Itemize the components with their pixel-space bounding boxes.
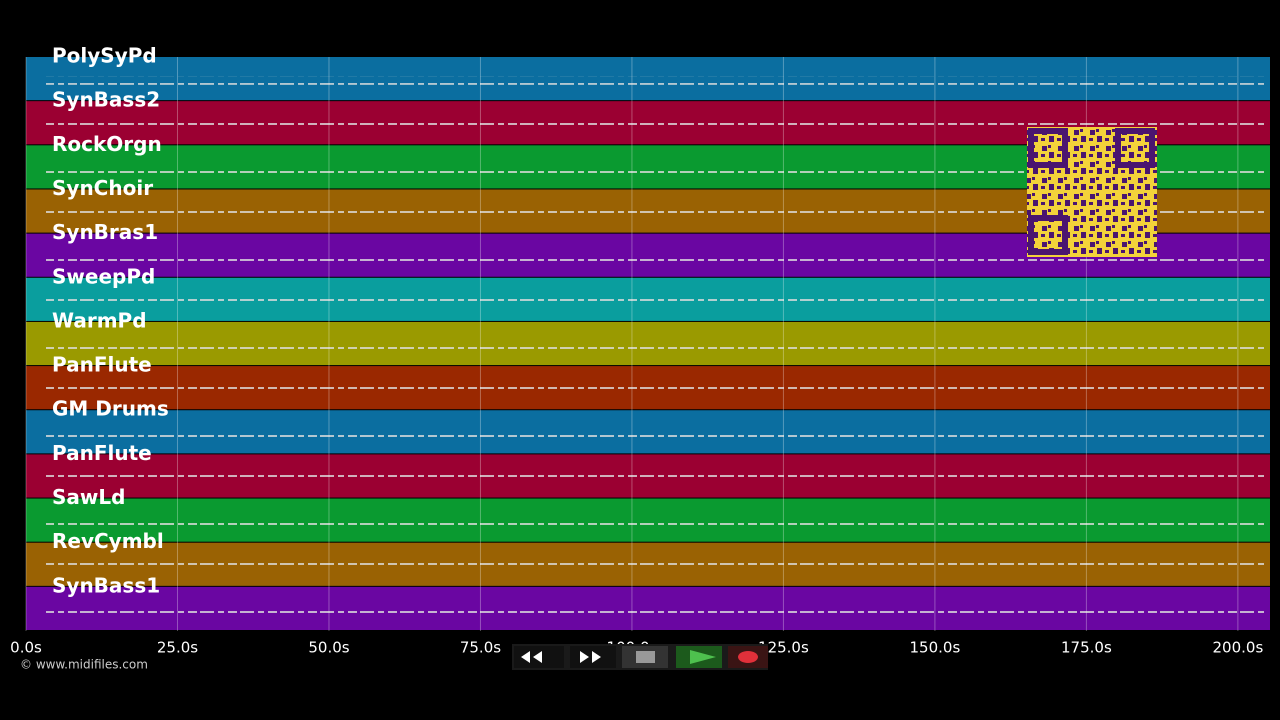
track-name: PanFlute	[52, 441, 152, 465]
track-name: RevCymbl	[52, 529, 164, 553]
record-button[interactable]	[728, 646, 768, 668]
play-button[interactable]	[676, 646, 722, 668]
track-notes	[46, 209, 1266, 218]
x-tick-label: 25.0s	[157, 639, 198, 657]
track-name: SawLd	[52, 485, 125, 509]
track-notes	[46, 518, 1266, 527]
track-notes	[46, 606, 1266, 615]
track-notes	[46, 297, 1266, 306]
track-name: SynBass1	[52, 573, 160, 597]
track-name: SweepPd	[52, 264, 155, 288]
track-name: PolySyPd	[52, 44, 157, 68]
x-tick-label: 150.0s	[910, 639, 961, 657]
track-name: WarmPd	[52, 308, 147, 332]
track-notes	[46, 76, 1266, 85]
x-tick-label: 200.0s	[1213, 639, 1264, 657]
track-name: SynBras1	[52, 220, 158, 244]
track-name: SynChoir	[52, 176, 153, 200]
track-name: SynBass2	[52, 88, 160, 112]
stop-button[interactable]	[622, 646, 668, 668]
copyright: © www.midifiles.com	[20, 658, 148, 672]
fast-forward-button[interactable]	[570, 646, 616, 668]
track-notes	[46, 430, 1266, 439]
qr-code	[1027, 127, 1157, 257]
track-name: RockOrgn	[52, 132, 162, 156]
x-tick-label: 0.0s	[10, 639, 42, 657]
track-name: PanFlute	[52, 353, 152, 377]
track-notes	[46, 562, 1266, 571]
x-tick-label: 175.0s	[1061, 639, 1112, 657]
rewind-button[interactable]	[514, 646, 564, 668]
track-notes	[46, 474, 1266, 483]
track-notes	[46, 121, 1266, 130]
track-notes	[46, 385, 1266, 394]
x-tick-label: 50.0s	[308, 639, 349, 657]
x-tick-label: 125.0s	[758, 639, 809, 657]
track-notes	[46, 341, 1266, 350]
track-notes	[46, 165, 1266, 174]
track-notes	[46, 253, 1266, 262]
transport-controls	[512, 644, 768, 670]
x-tick-label: 75.0s	[460, 639, 501, 657]
track-name: GM Drums	[52, 397, 169, 421]
